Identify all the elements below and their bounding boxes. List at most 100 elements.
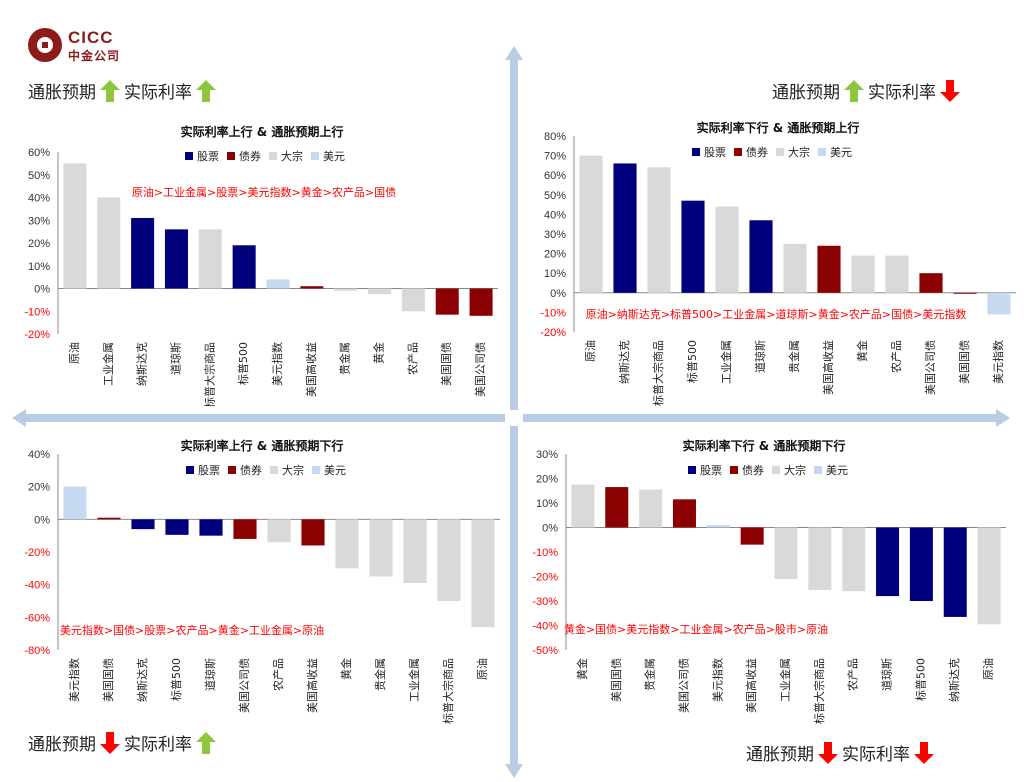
y-tick-label: 30% bbox=[28, 215, 50, 227]
legend-swatch-债券 bbox=[228, 466, 236, 474]
corner-label-bottom-right: 通胀预期 实际利率 bbox=[746, 740, 938, 765]
x-tick-label: 标普500 bbox=[236, 342, 250, 385]
y-tick-label: 0% bbox=[34, 514, 50, 526]
bar-标普大宗商品 bbox=[198, 229, 222, 289]
legend-label-美元: 美元 bbox=[830, 146, 852, 159]
inflation-up-arrow-icon bbox=[100, 79, 120, 102]
bar-标普大宗商品 bbox=[808, 527, 832, 590]
bar-工业金属 bbox=[774, 527, 798, 579]
x-tick-label: 美国国债 bbox=[957, 340, 971, 384]
legend-label-股票: 股票 bbox=[700, 464, 722, 477]
legend-label-大宗: 大宗 bbox=[281, 149, 303, 163]
legend-swatch-股票 bbox=[186, 466, 194, 474]
bar-纳斯达克 bbox=[613, 163, 637, 293]
bar-美元指数 bbox=[706, 525, 730, 528]
y-tick-label: -20% bbox=[24, 547, 50, 559]
x-tick-label: 纳斯达克 bbox=[948, 658, 961, 702]
x-tick-label: 贵金属 bbox=[787, 340, 801, 373]
inflation-expectation-label: 通胀预期 bbox=[772, 83, 840, 103]
chart-rate-down-inflation-up: -20% -10% 0% 10% 20% 30% 40% 50% 60% 70% 80% 原油 纳斯达克… bbox=[540, 120, 1016, 406]
real-rate-label: 实际利率 bbox=[124, 83, 192, 103]
bar-原油 bbox=[471, 519, 495, 628]
bar-道琼斯 bbox=[876, 527, 900, 597]
y-tick-label: 40% bbox=[28, 193, 50, 205]
bar-美国高收益 bbox=[301, 519, 325, 546]
bar-原油 bbox=[977, 527, 1001, 625]
legend-label-大宗: 大宗 bbox=[784, 463, 806, 477]
bar-原油 bbox=[579, 155, 603, 293]
x-tick-label: 标普500 bbox=[169, 658, 183, 701]
y-tick-label: -20% bbox=[532, 572, 558, 584]
x-tick-label: 美国国债 bbox=[101, 658, 115, 702]
real-rate-label: 实际利率 bbox=[868, 83, 936, 103]
cicc-logo-cn: 中金公司 bbox=[68, 49, 121, 63]
bar-美国高收益 bbox=[817, 245, 841, 293]
y-tick-label: 0% bbox=[34, 284, 50, 296]
legend-label-债券: 债券 bbox=[742, 463, 764, 477]
legend-label-股票: 股票 bbox=[198, 464, 220, 477]
x-tick-label: 纳斯达克 bbox=[618, 340, 631, 384]
y-tick-label: -30% bbox=[532, 596, 558, 608]
bar-美国公司债 bbox=[919, 273, 943, 293]
legend-label-大宗: 大宗 bbox=[788, 145, 810, 159]
legend-swatch-美元 bbox=[818, 148, 826, 156]
legend-swatch-股票 bbox=[688, 466, 696, 474]
bar-道琼斯 bbox=[199, 519, 223, 536]
legend-swatch-股票 bbox=[692, 148, 700, 156]
legend-swatch-债券 bbox=[227, 152, 235, 160]
x-tick-label: 美国高收益 bbox=[821, 340, 835, 395]
x-tick-label: 工业金属 bbox=[778, 658, 792, 702]
inflation-expectation-label: 通胀预期 bbox=[746, 745, 814, 765]
bar-美国高收益 bbox=[300, 286, 324, 289]
legend-swatch-大宗 bbox=[776, 148, 784, 156]
bar-美国公司债 bbox=[672, 499, 696, 528]
x-tick-label: 工业金属 bbox=[101, 342, 115, 386]
x-tick-label: 纳斯达克 bbox=[136, 658, 149, 702]
x-tick-label: 标普大宗商品 bbox=[651, 340, 665, 406]
ranking-annotation: 美元指数>国债>股票>农产品>黄金>工业金属>原油 bbox=[60, 623, 324, 637]
legend-label-债券: 债券 bbox=[239, 149, 261, 163]
x-tick-label: 道琼斯 bbox=[203, 658, 217, 691]
legend-label-债券: 债券 bbox=[240, 463, 262, 477]
bar-黄金 bbox=[368, 288, 392, 295]
y-tick-label: 60% bbox=[544, 170, 566, 182]
chart-title: 实际利率下行 & 通胀预期上行 bbox=[697, 120, 860, 135]
x-tick-label: 贵金属 bbox=[643, 658, 657, 691]
x-tick-label: 美元指数 bbox=[710, 658, 724, 702]
y-tick-label: 0% bbox=[550, 288, 566, 300]
x-tick-label: 道琼斯 bbox=[753, 340, 767, 373]
x-tick-label: 纳斯达克 bbox=[136, 342, 149, 386]
x-tick-label: 贵金属 bbox=[338, 342, 352, 375]
bar-原油 bbox=[63, 163, 87, 289]
x-tick-label: 标普500 bbox=[913, 658, 927, 701]
legend-swatch-美元 bbox=[312, 466, 320, 474]
x-tick-label: 美国高收益 bbox=[744, 658, 758, 713]
x-tick-label: 贵金属 bbox=[373, 658, 387, 691]
bar-农产品 bbox=[267, 519, 291, 543]
corner-label-bottom-left: 通胀预期 实际利率 bbox=[28, 730, 220, 755]
x-tick-label: 原油 bbox=[583, 340, 597, 362]
x-tick-label: 美国国债 bbox=[439, 342, 453, 386]
inflation-expectation-label: 通胀预期 bbox=[28, 735, 96, 755]
cicc-logo: CICC 中金公司 bbox=[28, 26, 138, 66]
bar-农产品 bbox=[401, 288, 425, 312]
x-tick-label: 标普大宗商品 bbox=[202, 342, 216, 406]
x-tick-label: 美国公司债 bbox=[923, 340, 937, 395]
x-tick-label: 原油 bbox=[981, 658, 995, 680]
x-tick-label: 美国国债 bbox=[609, 658, 623, 702]
y-tick-label: -10% bbox=[532, 547, 558, 559]
x-tick-label: 黄金 bbox=[855, 340, 869, 362]
bar-美元指数 bbox=[987, 292, 1011, 315]
real-rate-down-arrow-icon bbox=[940, 79, 960, 102]
y-tick-label: -60% bbox=[24, 612, 50, 624]
legend-swatch-大宗 bbox=[772, 466, 780, 474]
legend-swatch-大宗 bbox=[270, 466, 278, 474]
bar-美元指数 bbox=[63, 486, 87, 520]
y-tick-label: 70% bbox=[544, 151, 566, 163]
chart-title: 实际利率下行 & 通胀预期下行 bbox=[683, 438, 846, 453]
x-tick-label: 工业金属 bbox=[719, 340, 733, 384]
y-tick-label: 40% bbox=[544, 209, 566, 221]
bar-农产品 bbox=[885, 255, 909, 293]
bar-美国高收益 bbox=[740, 527, 764, 545]
